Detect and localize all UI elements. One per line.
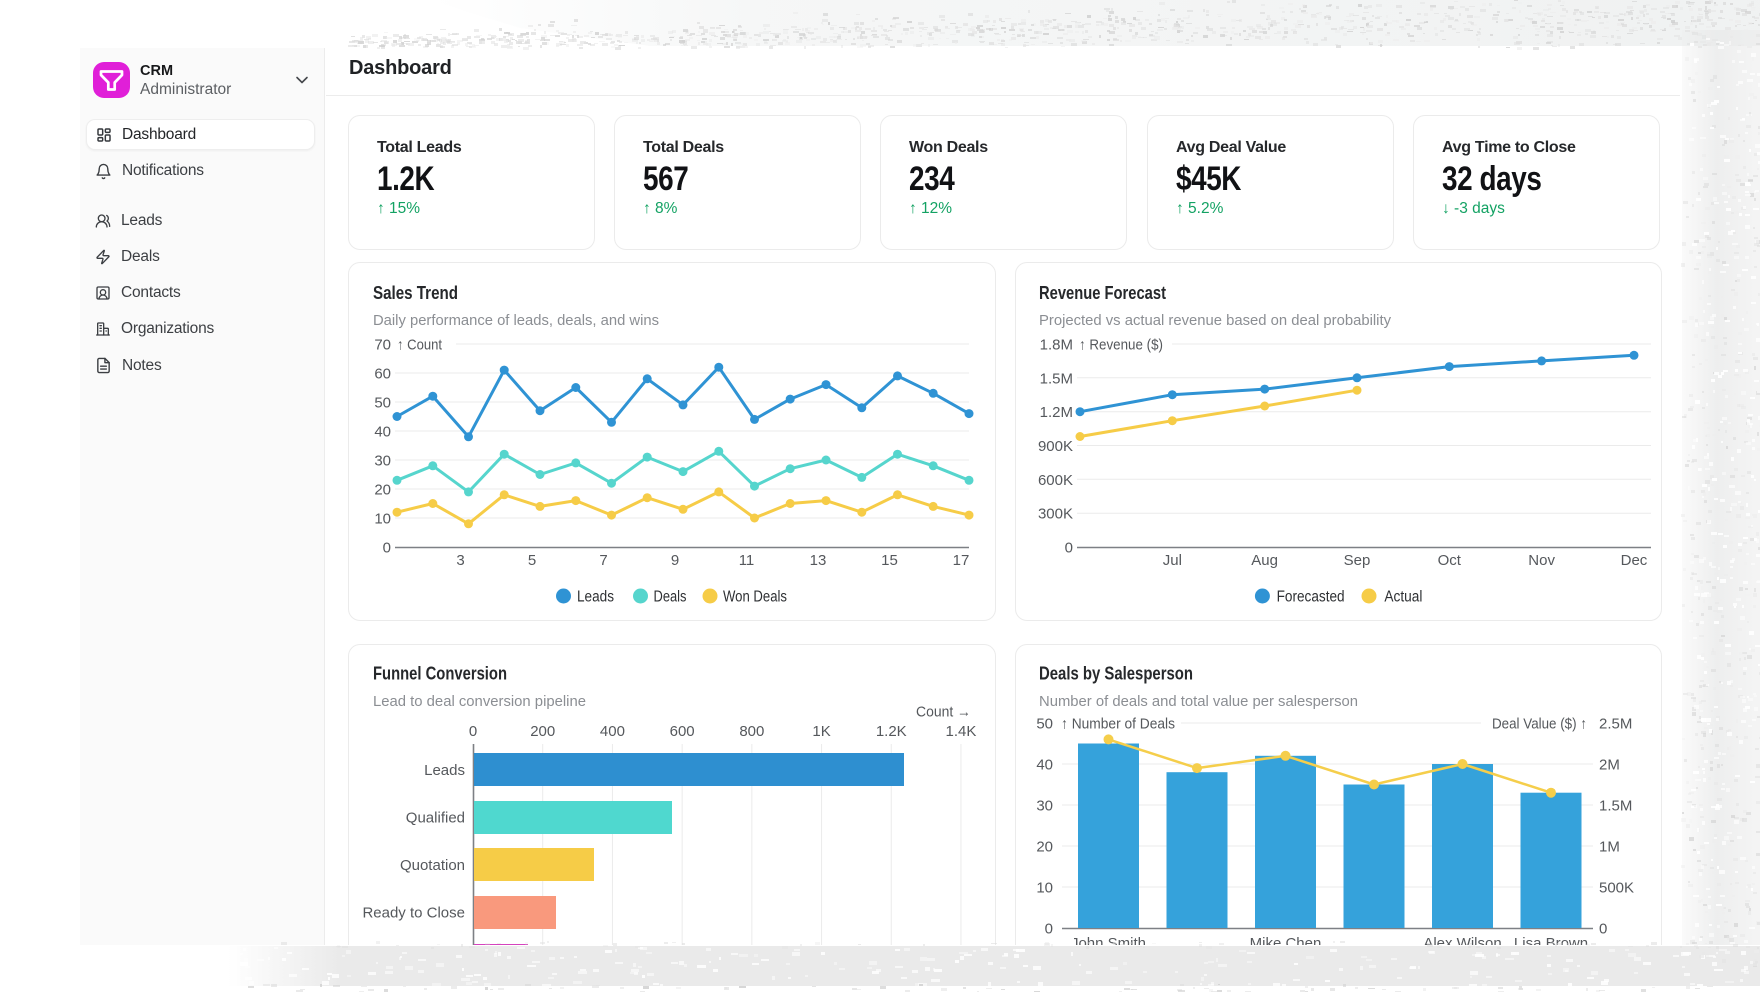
svg-text:11: 11 — [739, 552, 755, 569]
svg-text:Deals by Salesperson: Deals by Salesperson — [1039, 664, 1193, 684]
svg-text:0: 0 — [1065, 540, 1073, 557]
svg-text:60: 60 — [374, 366, 391, 383]
svg-text:Won Deals: Won Deals — [723, 589, 787, 606]
svg-text:2.5M: 2.5M — [1599, 716, 1632, 733]
svg-text:Mike Chen: Mike Chen — [1250, 935, 1322, 945]
svg-text:↑ Count: ↑ Count — [397, 337, 443, 354]
svg-text:10: 10 — [1036, 880, 1053, 897]
svg-text:↑ Revenue ($): ↑ Revenue ($) — [1079, 337, 1163, 354]
svg-text:Leads: Leads — [577, 589, 614, 606]
svg-text:2M: 2M — [1599, 757, 1620, 774]
svg-text:1.2M: 1.2M — [1040, 404, 1073, 421]
svg-text:0: 0 — [1599, 921, 1607, 938]
svg-text:Lisa Brown: Lisa Brown — [1514, 935, 1588, 945]
svg-text:Projected vs actual revenue ba: Projected vs actual revenue based on dea… — [1039, 312, 1391, 329]
svg-text:John Smith: John Smith — [1071, 935, 1146, 945]
svg-text:Sep: Sep — [1344, 552, 1371, 569]
svg-text:1.8M: 1.8M — [1040, 337, 1073, 354]
svg-text:Deals: Deals — [654, 589, 687, 606]
svg-text:Forecasted: Forecasted — [1277, 589, 1345, 606]
svg-text:Ready to Close: Ready to Close — [362, 905, 465, 922]
svg-text:70: 70 — [374, 337, 391, 354]
svg-text:400: 400 — [600, 723, 625, 740]
svg-text:Dec: Dec — [1621, 552, 1648, 569]
svg-text:0: 0 — [383, 540, 391, 557]
svg-text:0: 0 — [1045, 921, 1053, 938]
svg-text:30: 30 — [374, 453, 391, 470]
svg-text:17: 17 — [953, 552, 970, 569]
svg-text:Alex Wilson: Alex Wilson — [1423, 935, 1501, 945]
svg-text:40: 40 — [374, 424, 391, 441]
svg-text:7: 7 — [599, 552, 607, 569]
svg-text:1.4K: 1.4K — [946, 723, 977, 740]
svg-text:3: 3 — [456, 552, 464, 569]
svg-text:5: 5 — [528, 552, 536, 569]
svg-text:13: 13 — [810, 552, 827, 569]
svg-text:600K: 600K — [1038, 472, 1073, 489]
svg-text:Jul: Jul — [1163, 552, 1182, 569]
svg-text:200: 200 — [530, 723, 555, 740]
svg-text:Quotation: Quotation — [400, 857, 465, 874]
svg-text:Qualified: Qualified — [406, 810, 465, 827]
svg-text:Leads: Leads — [424, 762, 465, 779]
svg-text:20: 20 — [374, 482, 391, 499]
svg-text:Sales Trend: Sales Trend — [373, 283, 458, 303]
svg-text:Funnel Conversion: Funnel Conversion — [373, 664, 507, 684]
svg-text:Nov: Nov — [1528, 552, 1555, 569]
svg-text:500K: 500K — [1599, 880, 1634, 897]
svg-text:50: 50 — [374, 395, 391, 412]
svg-text:0: 0 — [469, 723, 477, 740]
svg-text:15: 15 — [881, 552, 898, 569]
svg-text:800: 800 — [739, 723, 764, 740]
svg-text:1.2K: 1.2K — [876, 723, 907, 740]
svg-text:1M: 1M — [1599, 839, 1620, 856]
svg-text:20: 20 — [1036, 839, 1053, 856]
svg-text:Revenue Forecast: Revenue Forecast — [1039, 283, 1166, 303]
svg-text:Aug: Aug — [1251, 552, 1278, 569]
svg-text:↑ Number of Deals: ↑ Number of Deals — [1061, 716, 1175, 733]
svg-text:Number of deals and total valu: Number of deals and total value per sale… — [1039, 693, 1358, 710]
svg-text:40: 40 — [1036, 757, 1053, 774]
svg-text:900K: 900K — [1038, 438, 1073, 455]
svg-text:9: 9 — [671, 552, 679, 569]
svg-text:Lead to deal conversion pipeli: Lead to deal conversion pipeline — [373, 693, 586, 710]
svg-text:50: 50 — [1036, 716, 1053, 733]
svg-text:Count →: Count → — [916, 704, 971, 721]
svg-text:1.5M: 1.5M — [1599, 798, 1632, 815]
svg-text:1K: 1K — [812, 723, 830, 740]
svg-text:Daily performance of leads, de: Daily performance of leads, deals, and w… — [373, 312, 659, 329]
svg-text:300K: 300K — [1038, 506, 1073, 523]
svg-text:1.5M: 1.5M — [1040, 370, 1073, 387]
svg-text:Deal Value ($) ↑: Deal Value ($) ↑ — [1492, 716, 1587, 733]
svg-text:Actual: Actual — [1384, 589, 1422, 606]
svg-text:Oct: Oct — [1438, 552, 1462, 569]
svg-text:600: 600 — [670, 723, 695, 740]
svg-text:30: 30 — [1036, 798, 1053, 815]
svg-text:10: 10 — [374, 511, 391, 528]
